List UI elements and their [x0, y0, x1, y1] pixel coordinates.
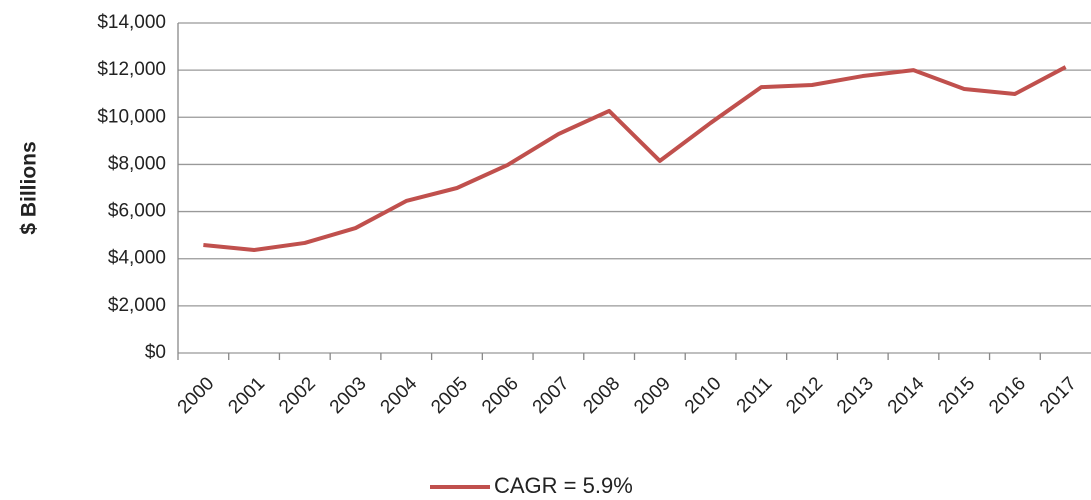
x-tick-label: 2012	[782, 373, 827, 418]
legend-label: CAGR = 5.9%	[494, 473, 633, 498]
y-tick-label: $12,000	[97, 59, 166, 80]
x-tick-label: 2005	[427, 373, 472, 418]
y-tick-label: $10,000	[97, 106, 166, 127]
x-tick-label: 2010	[681, 373, 726, 418]
x-tick-label: 2009	[630, 373, 675, 418]
x-tick-label: 2013	[833, 373, 878, 418]
data-line	[203, 65, 1067, 252]
y-tick-label: $8,000	[108, 153, 166, 174]
x-tick-label: 2008	[579, 373, 624, 418]
x-tick-label: 2000	[174, 373, 219, 418]
y-tick-label: $0	[145, 342, 166, 363]
y-axis-label: $ Billions	[18, 141, 41, 234]
y-tick-label: $2,000	[108, 295, 166, 316]
y-tick-label: $14,000	[97, 12, 166, 33]
x-tick-label: 2015	[935, 373, 980, 418]
x-tick-label: 2002	[275, 373, 320, 418]
x-tick-label: 2017	[1036, 373, 1081, 418]
x-tick-label: 2001	[224, 373, 269, 418]
x-tick-label: 2004	[377, 373, 422, 418]
x-tick-label: 2011	[733, 373, 777, 417]
x-tick-label: 2007	[529, 373, 574, 418]
x-tick-label: 2006	[478, 373, 523, 418]
x-tick-label: 2014	[884, 373, 929, 418]
y-tick-label: $4,000	[108, 248, 166, 269]
x-tick-label: 2003	[326, 373, 371, 418]
x-tick-label: 2016	[985, 373, 1030, 418]
y-tick-label: $6,000	[108, 201, 166, 222]
